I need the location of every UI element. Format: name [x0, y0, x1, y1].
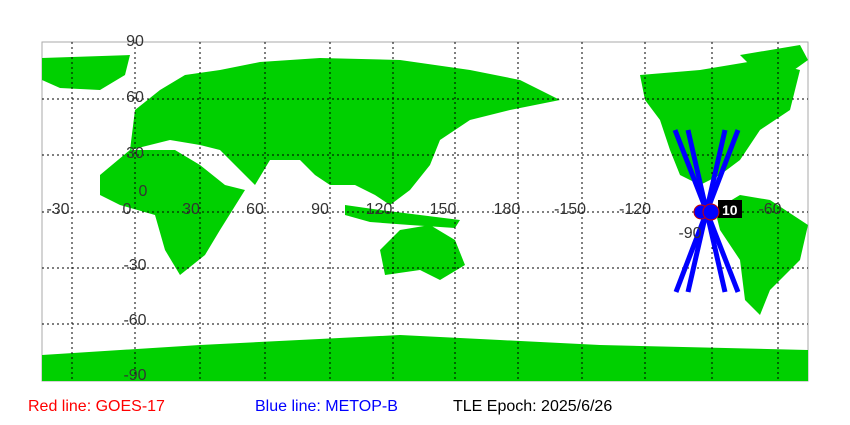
lon-label: 150 [430, 201, 457, 218]
lat-label: 30 [126, 145, 144, 162]
lon-label: 120 [366, 201, 393, 218]
marker-label: 10 [722, 202, 738, 218]
lat-label: -60 [123, 312, 146, 329]
lon-label: 90 [311, 201, 329, 218]
lon-label: 0 [123, 201, 132, 218]
lat-label: -30 [123, 257, 146, 274]
land-antarctica [42, 335, 808, 381]
lon-label: -120 [619, 201, 651, 218]
land-eurasia [130, 58, 560, 205]
lat-label: 90 [126, 33, 144, 50]
land-south-america [715, 195, 808, 315]
lat-label: 0 [139, 183, 148, 200]
longitude-labels: -30 0 30 60 90 120 150 180 -150 -120 -90… [46, 201, 781, 242]
land-north-america [640, 60, 800, 185]
lon-label: -30 [46, 201, 69, 218]
lon-label: 180 [494, 201, 521, 218]
lat-label: -90 [123, 367, 146, 384]
marker-label-box [718, 200, 742, 218]
graticule [42, 42, 808, 381]
metop-b-marker[interactable] [702, 203, 720, 221]
lon-label: -60 [758, 201, 781, 218]
land-masses [42, 45, 808, 381]
legend-blue-line: Blue line: METOP-B [255, 398, 398, 415]
lat-label: 60 [126, 89, 144, 106]
land-greenland [740, 45, 808, 80]
land-arctic-west [42, 55, 130, 90]
latitude-labels: 90 60 30 0 -30 -60 -90 [123, 33, 147, 384]
land-indonesia [345, 205, 460, 228]
lon-label: -150 [554, 201, 586, 218]
tle-epoch: TLE Epoch: 2025/6/26 [453, 398, 613, 415]
legend-red-line: Red line: GOES-17 [28, 398, 165, 415]
lon-label: -90 [678, 225, 701, 242]
land-australia [380, 225, 465, 280]
lon-label: 30 [182, 201, 200, 218]
lon-label: 60 [246, 201, 264, 218]
